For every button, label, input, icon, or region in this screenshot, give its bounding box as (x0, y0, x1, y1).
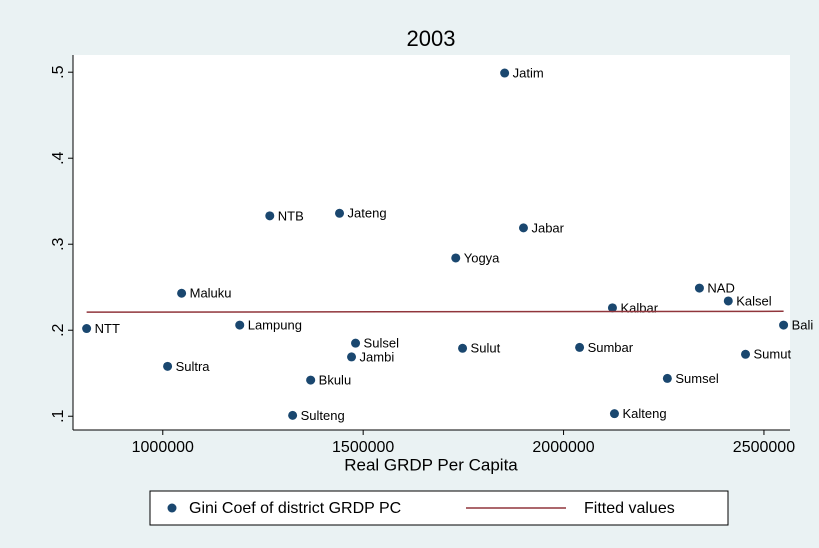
point (694, 283, 704, 293)
point (723, 296, 733, 306)
legend-label: Fitted values (584, 500, 675, 517)
point-label: NAD (707, 281, 734, 296)
point-label: Sultra (176, 359, 211, 374)
point-label: Kalteng (622, 406, 666, 421)
point-label: Jambi (360, 349, 395, 364)
point (177, 288, 187, 298)
point (163, 361, 173, 371)
point-label: Kalbar (620, 300, 658, 315)
point (458, 343, 468, 353)
point (500, 68, 510, 78)
point-label: Sumsel (675, 371, 718, 386)
point (741, 349, 751, 359)
y-tick-label: .3 (50, 237, 67, 250)
point-label: Sumbar (588, 340, 634, 355)
point-label: Bali (792, 318, 814, 333)
y-tick-label: .5 (50, 65, 67, 78)
point-label: NTB (278, 208, 304, 223)
point-label: Sulsel (364, 336, 400, 351)
y-tick-label: .4 (50, 151, 67, 164)
point-label: Bkulu (319, 373, 352, 388)
point (451, 253, 461, 263)
point (662, 373, 672, 383)
legend-symbol (167, 503, 177, 513)
point (347, 352, 357, 362)
y-tick-label: .1 (50, 409, 67, 422)
point (335, 208, 345, 218)
x-axis-title: Real GRDP Per Capita (344, 455, 518, 474)
point (82, 324, 92, 334)
point-label: Sulut (471, 341, 501, 356)
point-label: Sumut (754, 347, 792, 362)
x-tick-label: 2000000 (532, 439, 594, 456)
x-tick-label: 1000000 (132, 439, 194, 456)
point (351, 338, 361, 348)
point (779, 320, 789, 330)
point-label: Sulteng (301, 408, 345, 423)
point-label: Yogya (464, 250, 500, 265)
plot-area (73, 55, 790, 430)
point (609, 409, 619, 419)
point-label: Maluku (190, 286, 232, 301)
point-label: NTT (95, 321, 120, 336)
fitted-line (86, 310, 784, 313)
point (575, 342, 585, 352)
point (265, 211, 275, 221)
legend-label: Gini Coef of district GRDP PC (189, 500, 401, 517)
point (288, 410, 298, 420)
chart-title: 2003 (407, 26, 456, 51)
x-tick-label: 1500000 (332, 439, 394, 456)
point-label: Kalsel (736, 293, 772, 308)
point (235, 320, 245, 330)
point-label: Jatim (513, 65, 544, 80)
point-label: Lampung (248, 318, 302, 333)
y-tick-label: .2 (50, 323, 67, 336)
point (306, 375, 316, 385)
x-tick-label: 2500000 (733, 439, 795, 456)
point-label: Jateng (348, 206, 387, 221)
legend (149, 490, 729, 526)
point (518, 223, 528, 233)
point-label: Jabar (531, 220, 564, 235)
point (607, 303, 617, 313)
